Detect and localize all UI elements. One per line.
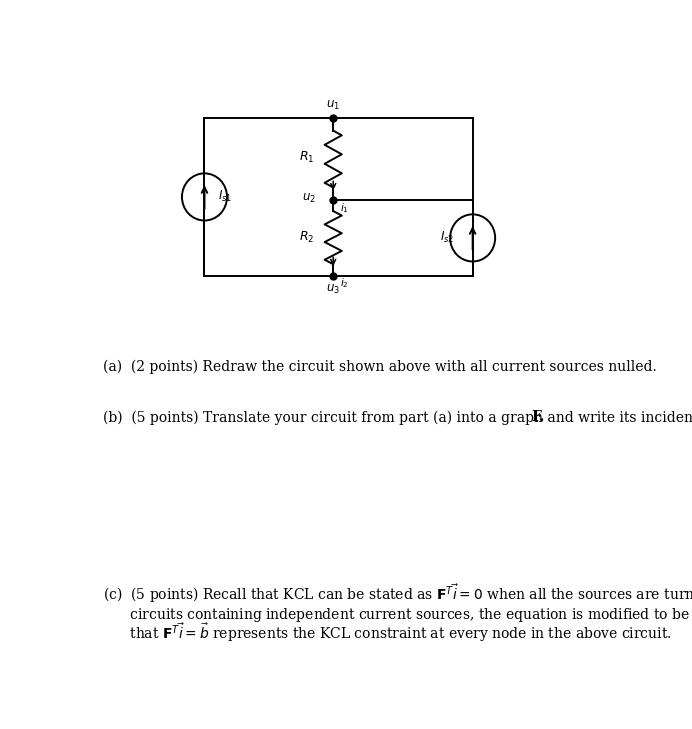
- Text: circuits containing independent current sources, the equation is modified to be : circuits containing independent current …: [102, 603, 692, 625]
- Text: F.: F.: [531, 410, 545, 424]
- Text: $I_{s2}$: $I_{s2}$: [439, 230, 454, 246]
- Text: $u_3$: $u_3$: [326, 284, 340, 297]
- Text: $i_1$: $i_1$: [340, 201, 349, 214]
- Text: $u_2$: $u_2$: [302, 192, 316, 205]
- Text: (b)  (5 points) Translate your circuit from part (a) into a graph and write its : (b) (5 points) Translate your circuit fr…: [102, 410, 692, 424]
- Text: (c)  (5 points) Recall that KCL can be stated as $\mathbf{F}^{T}\vec{i} = 0$ whe: (c) (5 points) Recall that KCL can be st…: [102, 582, 692, 605]
- Text: $u_1$: $u_1$: [326, 98, 340, 112]
- Text: (a)  (2 points) Redraw the circuit shown above with all current sources nulled.: (a) (2 points) Redraw the circuit shown …: [102, 359, 656, 374]
- Text: $i_2$: $i_2$: [340, 276, 348, 290]
- Text: $R_2$: $R_2$: [299, 230, 314, 245]
- Text: $I_{s1}$: $I_{s1}$: [218, 190, 232, 205]
- Text: $R_1$: $R_1$: [299, 150, 314, 165]
- Text: that $\mathbf{F}^{T}\vec{i} = \vec{b}$ represents the KCL constraint at every no: that $\mathbf{F}^{T}\vec{i} = \vec{b}$ r…: [102, 622, 671, 644]
